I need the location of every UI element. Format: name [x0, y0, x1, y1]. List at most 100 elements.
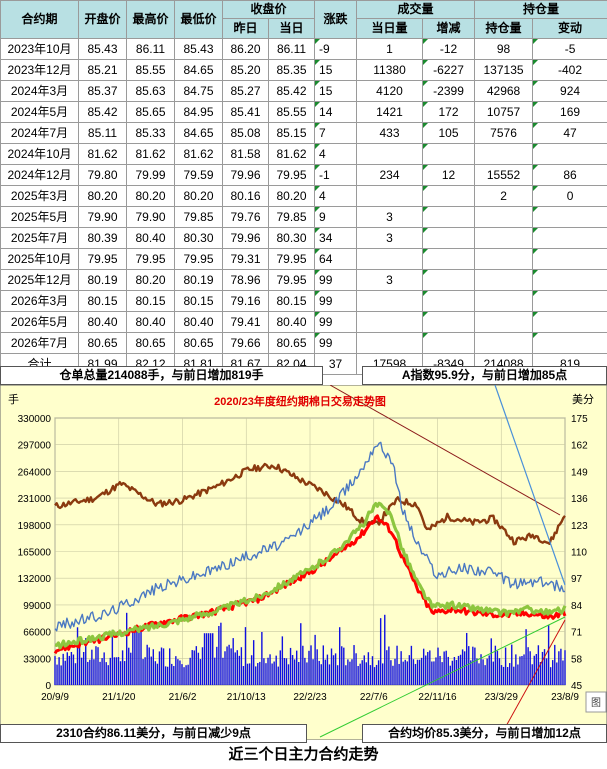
- header-open-interest: 持仓量: [474, 0, 607, 19]
- cell-t: 85.55: [267, 101, 316, 123]
- table-row: 2026年7月 80.65 80.65 80.65 79.66 80.65 99: [0, 332, 607, 354]
- cell-volume-change: [422, 248, 476, 270]
- cell-open-interest: [474, 311, 534, 333]
- cell-change: 99: [314, 311, 358, 333]
- header-open: 开盘价: [78, 0, 127, 39]
- x-tick-label: 21/10/13: [227, 692, 266, 703]
- cell-volume: 433: [356, 122, 424, 144]
- cell-o: 85.21: [78, 59, 127, 81]
- cell-y: 79.96: [222, 164, 269, 186]
- cell-y: 85.27: [222, 80, 269, 102]
- cell-open-interest: 137135: [474, 59, 534, 81]
- cell-volume-change: [422, 311, 476, 333]
- cell-change: 37: [314, 353, 358, 375]
- cell-o: 80.40: [78, 311, 127, 333]
- cell-volume-change: -6227: [422, 59, 476, 81]
- cell-open-interest: [474, 227, 534, 249]
- cell-c: 2024年12月: [0, 164, 79, 186]
- cell-t: 85.42: [267, 80, 316, 102]
- cell-h: 85.65: [126, 101, 175, 123]
- cell-y: 85.20: [222, 59, 269, 81]
- right-tick-label: 71: [571, 628, 583, 639]
- cell-open-interest: [474, 269, 534, 291]
- cell-l: 80.19: [174, 269, 223, 291]
- cell-t: 80.15: [267, 290, 316, 312]
- cell-t: 80.20: [267, 185, 316, 207]
- cell-l: 84.65: [174, 59, 223, 81]
- cell-oi-change: [532, 248, 607, 270]
- left-unit: 手: [8, 392, 19, 406]
- cell-volume-change: [422, 143, 476, 165]
- cell-t: 86.11: [267, 38, 316, 60]
- cell-change: 9: [314, 206, 358, 228]
- cell-oi-change: [532, 143, 607, 165]
- side-tag: 图: [591, 697, 601, 709]
- annotation-line: [499, 619, 566, 738]
- x-tick-label: 22/7/6: [360, 692, 388, 703]
- cell-h: 79.99: [126, 164, 175, 186]
- cell-y: 86.20: [222, 38, 269, 60]
- cell-y: 79.16: [222, 290, 269, 312]
- subheader-1: 当日: [267, 18, 316, 39]
- cell-o: 80.20: [78, 185, 127, 207]
- table-row: 2023年10月 85.43 86.11 85.43 86.20 86.11 -9 1 -12 9…: [0, 38, 607, 60]
- cell-volume: [356, 185, 424, 207]
- cell-c: 2026年7月: [0, 332, 79, 354]
- cell-open-interest: [474, 143, 534, 165]
- cell-change: 99: [314, 290, 358, 312]
- cell-change: 99: [314, 332, 358, 354]
- cell-oi-change: [532, 311, 607, 333]
- left-tick-label: 198000: [18, 521, 52, 532]
- right-tick-label: 136: [571, 494, 588, 505]
- cell-l: 84.75: [174, 80, 223, 102]
- cell-change: 15: [314, 59, 358, 81]
- cell-change: -9: [314, 38, 358, 60]
- header-close: 收盘价: [221, 0, 316, 19]
- cell-change: 15: [314, 80, 358, 102]
- cell-h: 80.20: [126, 269, 175, 291]
- cell-change: 64: [314, 248, 358, 270]
- cell-y: 79.76: [222, 206, 269, 228]
- cell-volume: 11380: [356, 59, 424, 81]
- left-tick-label: 165000: [18, 548, 52, 559]
- header-contract: 合约期: [0, 0, 79, 39]
- cell-open-interest: [474, 206, 534, 228]
- cell-volume-change: [422, 290, 476, 312]
- cell-l: 80.40: [174, 311, 223, 333]
- cell-volume: 3: [356, 227, 424, 249]
- cell-h: 80.65: [126, 332, 175, 354]
- cell-t: 79.95: [267, 269, 316, 291]
- cell-volume: [356, 290, 424, 312]
- series-line-1: [54, 441, 566, 632]
- cell-l: 79.85: [174, 206, 223, 228]
- cell-l: 79.95: [174, 248, 223, 270]
- cell-y: 79.96: [222, 227, 269, 249]
- cell-h: 79.90: [126, 206, 175, 228]
- right-tick-label: 97: [571, 574, 583, 585]
- cell-volume: 1: [356, 38, 424, 60]
- cell-volume-change: [422, 332, 476, 354]
- cell-oi-change: -402: [532, 59, 607, 81]
- right-unit: 美分: [572, 393, 594, 406]
- header-volume: 成交量: [356, 0, 476, 19]
- table-row: 2024年7月 85.11 85.33 84.65 85.08 85.15 7 433 105 7…: [0, 122, 607, 144]
- left-tick-label: 66000: [23, 628, 51, 639]
- left-tick-label: 0: [45, 681, 51, 692]
- cell-y: 79.66: [222, 332, 269, 354]
- cell-l: 80.20: [174, 185, 223, 207]
- cell-oi-change: 0: [532, 185, 607, 207]
- cell-oi-change: 924: [532, 80, 607, 102]
- annotation-line: [494, 385, 566, 586]
- cell-c: 2025年7月: [0, 227, 79, 249]
- left-tick-label: 264000: [18, 467, 52, 478]
- x-tick-label: 23/3/29: [485, 692, 519, 703]
- right-tick-label: 123: [571, 521, 588, 532]
- cell-oi-change: 47: [532, 122, 607, 144]
- table-row: 2024年3月 85.37 85.63 84.75 85.27 85.42 15 4120 -2…: [0, 80, 607, 102]
- table-row: 2024年5月 85.42 85.65 84.95 85.41 85.55 14 1421 17…: [0, 101, 607, 123]
- cell-volume-change: 172: [422, 101, 476, 123]
- cell-change: 4: [314, 185, 358, 207]
- cell-volume: 3: [356, 206, 424, 228]
- table-row: 2023年12月 85.21 85.55 84.65 85.20 85.35 15 11380…: [0, 59, 607, 81]
- side-tag-box: [585, 691, 607, 713]
